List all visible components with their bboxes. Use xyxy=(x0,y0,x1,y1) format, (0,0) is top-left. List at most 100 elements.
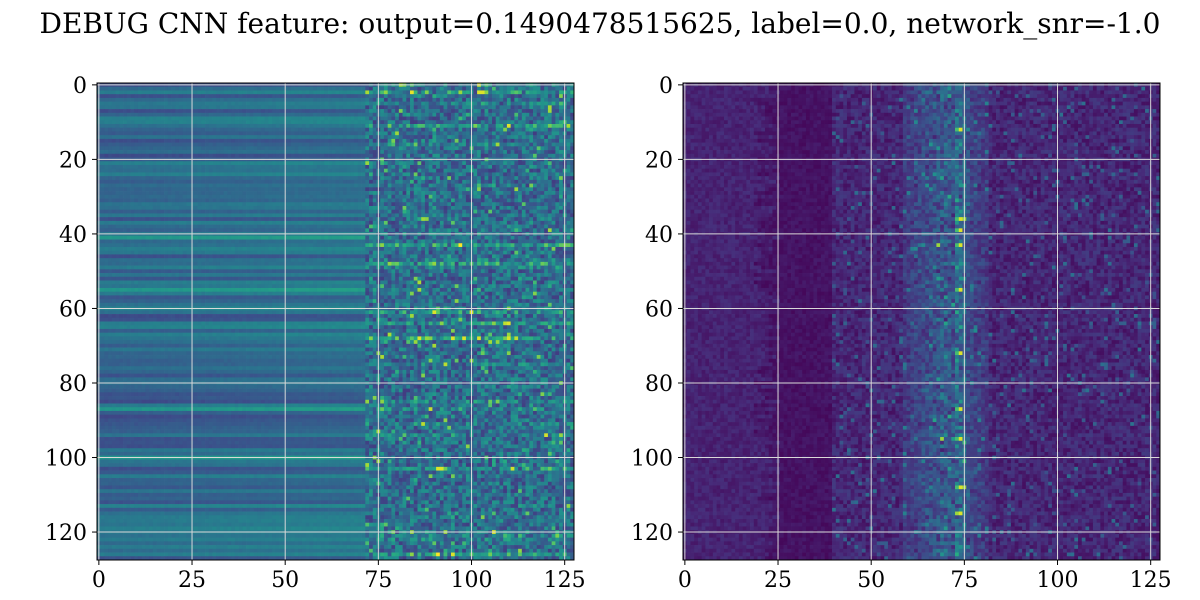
heatmap-cell xyxy=(223,198,228,203)
heatmap-cell xyxy=(279,220,284,225)
heatmap-cell xyxy=(208,135,213,140)
heatmap-cell xyxy=(361,187,366,192)
heatmap-cell xyxy=(126,179,131,184)
heatmap-cell xyxy=(465,220,471,225)
heatmap-cell xyxy=(309,146,314,151)
heatmap-cell xyxy=(391,213,396,218)
heatmap-cell xyxy=(488,187,493,192)
heatmap-cell xyxy=(536,187,541,192)
heatmap-cell xyxy=(458,131,463,136)
heatmap-cell xyxy=(316,224,321,229)
heatmap-cell xyxy=(175,112,180,117)
heatmap-cell xyxy=(346,220,351,225)
heatmap-cell xyxy=(432,97,437,102)
heatmap-cell xyxy=(480,135,485,140)
heatmap-cell xyxy=(115,217,120,222)
heatmap-cell xyxy=(242,183,247,188)
heatmap-cell xyxy=(510,172,515,177)
heatmap-cell xyxy=(216,150,221,155)
heatmap-cell xyxy=(242,164,247,170)
heatmap-cell xyxy=(164,138,169,143)
heatmap-cell xyxy=(436,164,441,170)
heatmap-cell xyxy=(357,172,362,177)
heatmap-cell xyxy=(421,90,426,95)
heatmap-cell xyxy=(156,153,161,158)
heatmap-cell xyxy=(521,194,526,199)
heatmap-cell xyxy=(421,105,426,110)
heatmap-cell xyxy=(197,217,202,222)
heatmap-cell xyxy=(510,217,515,222)
heatmap-cell xyxy=(197,131,202,136)
heatmap-cell xyxy=(473,198,478,203)
heatmap-cell xyxy=(484,90,489,95)
heatmap-cell xyxy=(428,183,433,188)
heatmap-cell xyxy=(134,198,139,203)
heatmap-cell xyxy=(309,131,314,136)
heatmap-cell xyxy=(473,164,478,170)
heatmap-cell xyxy=(208,112,213,117)
heatmap-cell xyxy=(193,217,198,222)
heatmap-cell xyxy=(357,179,362,184)
heatmap-cell xyxy=(436,101,441,106)
heatmap-cell xyxy=(257,217,262,222)
heatmap-cell xyxy=(540,191,545,196)
heatmap-cell xyxy=(227,97,232,102)
heatmap-cell xyxy=(275,220,280,225)
heatmap-cell xyxy=(566,202,571,207)
heatmap-cell xyxy=(160,153,165,158)
heatmap-cell xyxy=(451,198,456,203)
heatmap-cell xyxy=(238,101,243,106)
heatmap-cell xyxy=(521,205,526,211)
heatmap-cell xyxy=(141,150,146,155)
heatmap-cell xyxy=(119,101,124,106)
heatmap-cell xyxy=(328,138,333,143)
heatmap-cell xyxy=(391,101,396,106)
heatmap-cell xyxy=(331,120,336,125)
heatmap-cell xyxy=(544,131,549,136)
heatmap-cell xyxy=(521,150,526,155)
heatmap-cell xyxy=(566,183,571,188)
heatmap-cell xyxy=(164,183,169,188)
heatmap-cell xyxy=(395,135,400,140)
heatmap-cell xyxy=(395,142,400,147)
heatmap-cell xyxy=(354,105,359,110)
heatmap-cell xyxy=(212,90,217,95)
heatmap-cell xyxy=(413,90,418,95)
heatmap-cell xyxy=(503,150,508,155)
heatmap-cell xyxy=(473,220,478,225)
heatmap-cell xyxy=(301,224,307,229)
heatmap-cell xyxy=(137,150,143,155)
heatmap-cell xyxy=(428,187,433,192)
heatmap-cell xyxy=(175,187,180,192)
heatmap-cell xyxy=(309,224,314,229)
heatmap-cell xyxy=(141,131,146,136)
heatmap-cell xyxy=(439,179,444,184)
heatmap-cell xyxy=(242,198,247,203)
heatmap-cell xyxy=(503,191,508,196)
heatmap-cell xyxy=(533,109,538,114)
heatmap-cell xyxy=(104,198,109,203)
heatmap-cell xyxy=(387,217,392,222)
heatmap-cell xyxy=(372,172,377,177)
heatmap-cell xyxy=(104,150,109,155)
heatmap-cell xyxy=(197,172,202,177)
heatmap-cell xyxy=(253,205,258,211)
heatmap-cell xyxy=(488,120,493,125)
heatmap-cell xyxy=(309,209,314,214)
heatmap-cell xyxy=(219,123,225,129)
heatmap-cell xyxy=(488,131,493,136)
heatmap-cell xyxy=(495,205,500,211)
heatmap-cell xyxy=(421,97,426,102)
heatmap-cell xyxy=(126,112,131,117)
heatmap-cell xyxy=(536,224,541,229)
heatmap-cell xyxy=(342,217,348,222)
heatmap-cell xyxy=(160,183,165,188)
heatmap-cell xyxy=(231,217,236,222)
heatmap-cell xyxy=(223,187,228,192)
heatmap-cell xyxy=(298,220,303,225)
heatmap-cell xyxy=(227,213,232,218)
heatmap-cell xyxy=(439,97,444,102)
heatmap-cell xyxy=(413,217,418,222)
heatmap-cell xyxy=(454,220,459,225)
heatmap-cell xyxy=(447,172,452,177)
